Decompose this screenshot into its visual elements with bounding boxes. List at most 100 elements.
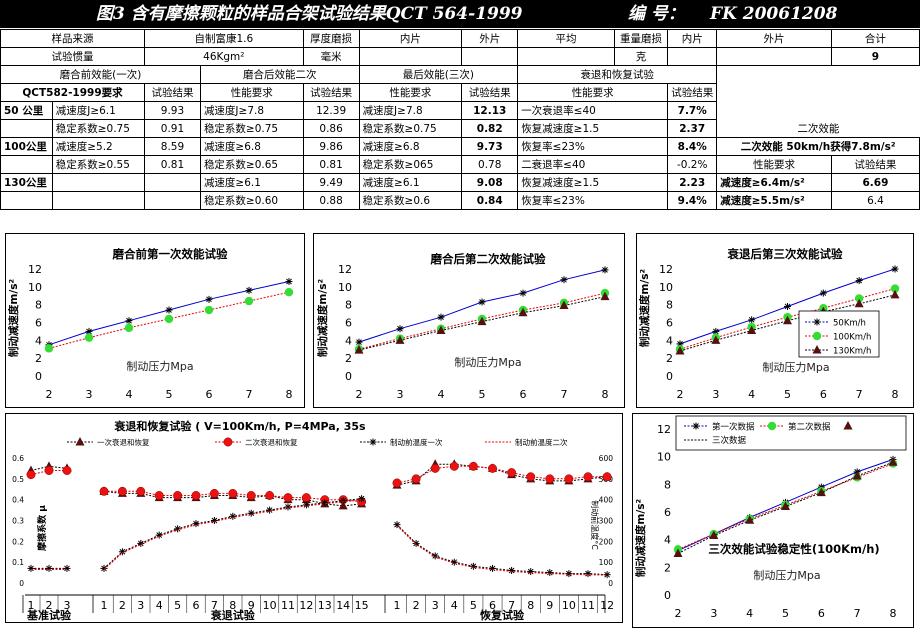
data-point [411,474,421,484]
req-cell: 减速度≥6.8 [199,137,304,156]
info-cell: 46Kgm² [144,47,304,66]
series-line [396,524,608,576]
y-axis-label: 制动减速度m/s² [7,279,20,358]
req-cell: 稳定系数≥0.6 [358,191,463,210]
data-point [165,306,173,314]
side-panel-req: 减速度≥5.5m/s² [716,191,832,210]
speed-cell: 130公里 [0,173,53,192]
req-cell: 稳定系数≥0.75 [358,119,463,138]
req-cell: 二衰退率≤40 [517,155,669,174]
y-tick-label: 12 [659,263,673,276]
x-tick-label: 7 [246,388,253,401]
req-cell: 稳定系数≥0.60 [199,191,304,210]
y-tick-label: 6 [35,317,42,330]
data-point [266,506,274,514]
series-line [103,499,362,570]
x-tick-label: 5 [166,388,173,401]
data-point [354,345,364,354]
y-axis-label: 制动减速度m/s² [638,269,651,348]
data-point [564,474,574,484]
data-point [888,457,898,466]
x-tick-label: 4 [748,388,755,401]
data-point [747,325,757,335]
legend-label: 50Km/h [833,319,866,329]
y-tick-label: 0.3 [12,517,24,526]
x-tick-label: 6 [193,599,200,612]
y-tick-label: 12 [657,423,671,436]
data-point [891,265,899,273]
y2-tick-label: 600 [599,454,614,463]
y-axis-label: 制动减速度m/s² [634,499,647,578]
info-row-2: 试验惯量 46Kgm² 毫米 克 9 [0,47,920,66]
y-tick-label: 0.4 [12,496,24,505]
data-point [602,472,612,482]
data-point [136,486,146,496]
x-tick-label: 3 [64,599,71,612]
x-tick-label: 5 [784,388,791,401]
req-cell: 恢复减速度≥1.5 [517,119,669,138]
y-tick-label: 0.6 [12,454,24,463]
legend-label: 第二次数据 [788,422,831,433]
chart-title: 衰退后第三次效能试验 [727,247,843,261]
x-tick-label: 3 [397,388,404,401]
data-point [430,463,440,473]
info-cell [716,47,832,66]
legend-label: 100Km/h [833,333,871,343]
data-point [173,491,183,500]
x-tick-label: 5 [174,599,181,612]
results-table: 样品来源 自制富康1.6 厚度磨损 内片 外片 平均 重量磨损 内片 外片 合计… [0,29,920,210]
data-point [508,567,516,574]
data-point [565,570,573,578]
y-tick-label: 10 [659,281,673,294]
data-point [204,305,214,315]
info-row-1: 样品来源 自制富康1.6 厚度磨损 内片 外片 平均 重量磨损 内片 外片 合计 [0,29,920,48]
result-cell [144,173,201,192]
info-cell: 9 [830,47,920,66]
data-point [711,335,721,344]
req-cell: 恢复率≤23% [517,191,669,210]
chart-frame [5,233,305,408]
req-cell: 减速度≥6.8 [358,137,463,156]
x-tick-label: 4 [126,388,133,401]
y-tick-label: 8 [35,299,42,312]
column-header: 性能要求 [358,83,463,102]
y2-tick-label: 200 [599,537,614,546]
y-tick-label: 8 [664,478,671,491]
side-panel-title: 二次效能 [797,122,840,135]
data-point [392,478,402,488]
data-point [244,296,254,306]
group-header: 最后效能(三次) [358,65,519,84]
x-tick-label: 10 [263,599,277,612]
req-cell [51,173,146,192]
y-tick-label: 0 [19,579,24,588]
info-cell: 内片 [667,29,718,48]
data-point [44,466,54,475]
req-cell: 一次衰退率≤40 [517,101,669,120]
y2-tick-label: 300 [599,517,614,526]
data-point [673,548,683,557]
data-point [450,558,458,566]
data-point [210,517,218,524]
group-label: 衰退试验 [210,608,256,622]
y2-axis-label: 制动前温度°C [590,500,600,550]
y-tick-label: 8 [345,299,352,312]
data-point [852,471,862,480]
y-tick-label: 0.5 [12,475,24,484]
result-cell: 0.78 [461,155,519,174]
data-point [468,461,478,471]
data-point [813,318,821,326]
legend-label: 第一次数据 [712,422,755,433]
data-point [518,307,528,317]
x-tick-label: 8 [527,599,534,612]
data-point [125,317,133,325]
x-tick-label: 13 [318,599,332,612]
x-axis-label: 制动压力Mpa [454,356,521,369]
chart-fade-recovery: 衰退和恢复试验 ( V=100Km/h, P=4MPa, 35s 一次衰退和恢复 二… [5,413,623,623]
y-tick-label: 10 [657,451,671,464]
x-tick-label: 11 [281,599,295,612]
column-header: 试验结果 [302,83,360,102]
data-point [488,463,497,473]
result-cell: 0.81 [144,155,201,174]
